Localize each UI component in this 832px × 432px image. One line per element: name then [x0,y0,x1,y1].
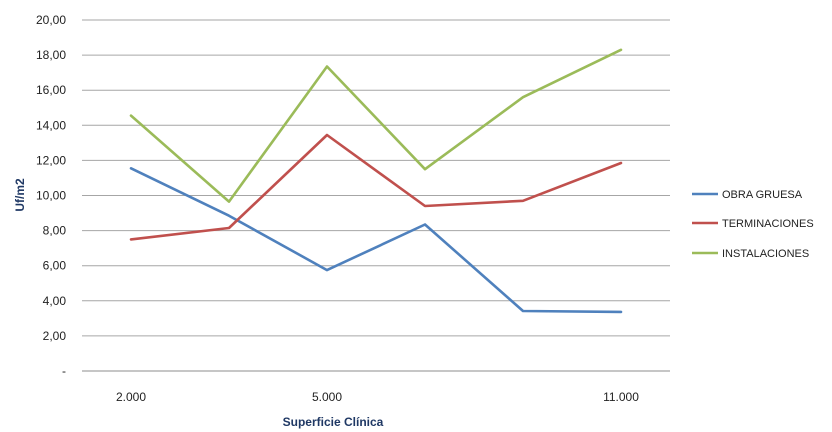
x-tick-label: 11.000 [603,390,639,404]
y-tick-label: 18,00 [36,48,66,62]
y-tick-label: 14,00 [36,118,66,132]
legend-label: INSTALACIONES [722,248,809,260]
y-tick-label: 6,00 [43,259,67,273]
x-axis-title: Superficie Clínica [283,415,384,429]
series-line-obra-gruesa [129,167,623,314]
legend-item: OBRA GRUESA [692,189,803,201]
y-axis-title: Uf/m2 [13,178,27,212]
legend-item: INSTALACIONES [692,248,809,260]
y-tick-label: 12,00 [36,153,66,167]
legend-label: OBRA GRUESA [722,189,803,201]
y-tick-label: 2,00 [43,329,67,343]
series-lines [129,48,623,314]
legend: OBRA GRUESA TERMINACIONES INSTALACIONES [692,189,814,260]
legend-item: TERMINACIONES [692,218,814,230]
x-axis-ticks: 2.000 5.000 11.000 [116,390,639,404]
y-tick-label: - [62,364,66,378]
y-tick-label: 4,00 [43,294,67,308]
y-axis-ticks: - 2,00 4,00 6,00 8,00 10,00 12,00 14,00 16,00 18,… [36,13,66,378]
y-tick-label: 8,00 [43,224,67,238]
gridlines [82,19,670,372]
series-line-terminaciones [129,133,623,241]
y-tick-label: 16,00 [36,83,66,97]
x-tick-label: 2.000 [116,390,146,404]
legend-label: TERMINACIONES [722,218,814,230]
y-tick-label: 20,00 [36,13,66,27]
series-line-instalaciones [129,48,623,203]
x-tick-label: 5.000 [312,390,342,404]
y-tick-label: 10,00 [36,189,66,203]
